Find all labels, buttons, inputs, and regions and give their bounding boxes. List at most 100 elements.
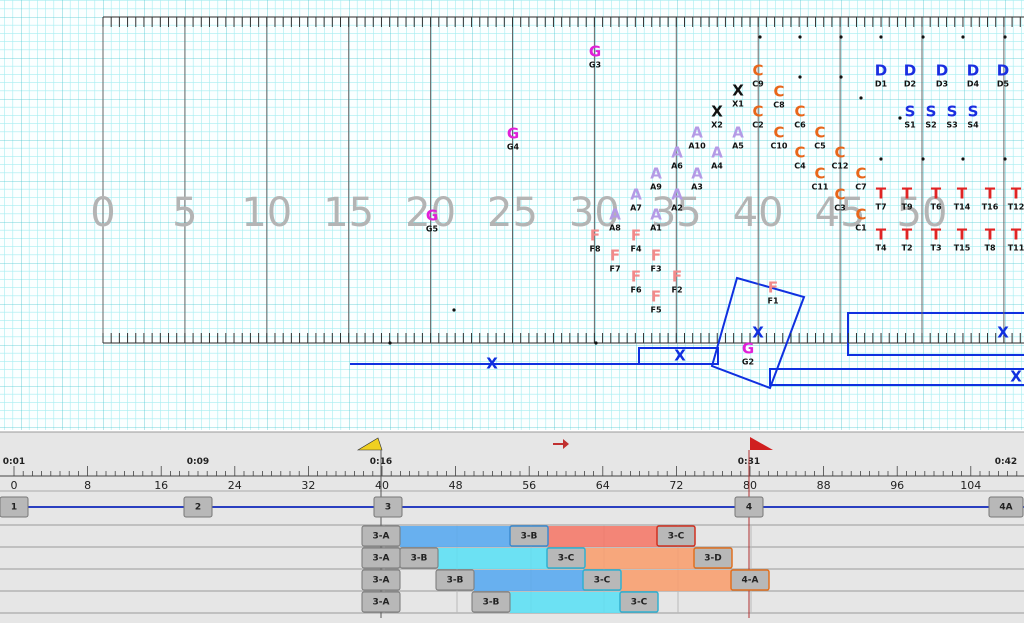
performer-symbol: T — [931, 226, 942, 244]
set-box[interactable] — [619, 591, 659, 613]
set-box[interactable] — [582, 569, 622, 591]
performer-label: T4 — [875, 244, 886, 253]
count-label: 8 — [84, 479, 91, 492]
time-label: 0:01 — [3, 457, 25, 467]
set-box[interactable] — [730, 569, 770, 591]
dot — [839, 35, 843, 39]
performer-label: C3 — [834, 204, 845, 213]
yard-number: 35 — [651, 190, 702, 236]
set-box[interactable] — [988, 496, 1024, 518]
performer-symbol: T — [957, 226, 968, 244]
end-marker[interactable] — [750, 437, 773, 450]
performer-label: A8 — [609, 224, 621, 233]
performer-symbol: T — [931, 185, 942, 203]
set-box[interactable] — [399, 547, 439, 569]
set-box-label: 2 — [195, 503, 201, 513]
set-box-label: 3-A — [373, 554, 390, 564]
performer-symbol: D — [997, 62, 1009, 80]
performer-label: S4 — [967, 121, 979, 130]
yard-number: 25 — [487, 190, 538, 236]
set-box[interactable] — [546, 547, 586, 569]
performer-symbol: G — [742, 340, 754, 358]
performer-symbol: A — [711, 144, 723, 162]
performer-label: D4 — [967, 80, 980, 89]
path-marker: X — [486, 355, 498, 373]
performer-label: A7 — [630, 204, 642, 213]
performer-label: C8 — [773, 101, 785, 110]
count-label: 96 — [890, 479, 904, 492]
transition-fill — [510, 592, 620, 613]
dot — [961, 157, 965, 161]
performer-label: F5 — [650, 306, 661, 315]
performer-label: A2 — [671, 204, 683, 213]
set-box[interactable] — [361, 525, 401, 547]
performer-label: T16 — [982, 203, 999, 212]
set-box[interactable] — [435, 569, 475, 591]
yard-number: 0 — [90, 190, 115, 236]
set-box-label: 4 — [746, 503, 752, 513]
field[interactable]: 0 5 10 15 20 25 30 35 40 45 50GG3GG4GG5GG2XX1XX2CC… — [0, 0, 1024, 430]
set-box[interactable] — [509, 525, 549, 547]
set-box-label: 3-B — [521, 532, 538, 542]
set-box[interactable] — [734, 496, 764, 518]
performer-label: F8 — [589, 245, 600, 254]
set-box-label: 3-A — [373, 532, 390, 542]
performer-label: S2 — [925, 121, 936, 130]
performer-symbol: X — [711, 103, 723, 121]
dot — [758, 35, 762, 39]
performer-label: G2 — [742, 358, 754, 367]
performer-label: C4 — [794, 162, 806, 171]
play-marker[interactable] — [553, 439, 569, 449]
transition-fill — [400, 526, 510, 547]
count-label: 64 — [596, 479, 610, 492]
start-marker[interactable] — [356, 437, 383, 451]
performer-symbol: C — [752, 103, 763, 121]
performer-label: C2 — [752, 121, 763, 130]
dot — [961, 35, 965, 39]
yard-number: 45 — [815, 190, 866, 236]
performer-label: F3 — [650, 265, 661, 274]
performer-symbol: A — [671, 144, 683, 162]
performer-label: T15 — [954, 244, 971, 253]
performer-symbol: A — [691, 124, 703, 142]
performer-symbol: S — [926, 103, 937, 121]
path-marker: X — [1010, 368, 1022, 386]
set-box[interactable] — [656, 525, 696, 547]
performer-symbol: A — [650, 165, 662, 183]
performer-label: T11 — [1008, 244, 1024, 253]
dot — [594, 341, 598, 345]
performer-label: S1 — [904, 121, 916, 130]
performer-label: F4 — [630, 245, 641, 254]
dot — [921, 35, 925, 39]
performer-label: A1 — [650, 224, 662, 233]
transition-fill — [474, 570, 584, 591]
performer-symbol: A — [609, 206, 621, 224]
path-marker: X — [674, 347, 686, 365]
transition-fill — [585, 548, 694, 569]
set-box[interactable] — [693, 547, 733, 569]
performer-label: A9 — [650, 183, 662, 192]
set-box[interactable] — [471, 591, 511, 613]
set-box[interactable] — [0, 496, 29, 518]
performer-symbol: A — [671, 186, 683, 204]
set-box[interactable] — [361, 569, 401, 591]
timeline[interactable]: 0:01 0:09 0:16 0:31 0:420 8 16 24 32 40 48 56 64 72 80… — [0, 431, 1024, 623]
performer-symbol: F — [590, 227, 600, 245]
set-box-label: 1 — [11, 503, 17, 513]
count-label: 16 — [154, 479, 168, 492]
performer-label: C1 — [855, 224, 867, 233]
yard-number: 30 — [569, 190, 620, 236]
count-label: 24 — [228, 479, 242, 492]
performer-label: T12 — [1008, 203, 1024, 212]
yard-number: 40 — [733, 190, 784, 236]
performer-symbol: T — [876, 185, 887, 203]
path-marker: X — [752, 324, 764, 342]
set-box[interactable] — [183, 496, 213, 518]
set-box[interactable] — [373, 496, 403, 518]
performer-symbol: G — [426, 207, 438, 225]
set-box[interactable] — [361, 591, 401, 613]
set-box-label: 3-A — [373, 576, 390, 586]
time-label: 0:09 — [187, 457, 209, 467]
performer-label: T6 — [930, 203, 941, 212]
performer-label: F6 — [630, 286, 641, 295]
